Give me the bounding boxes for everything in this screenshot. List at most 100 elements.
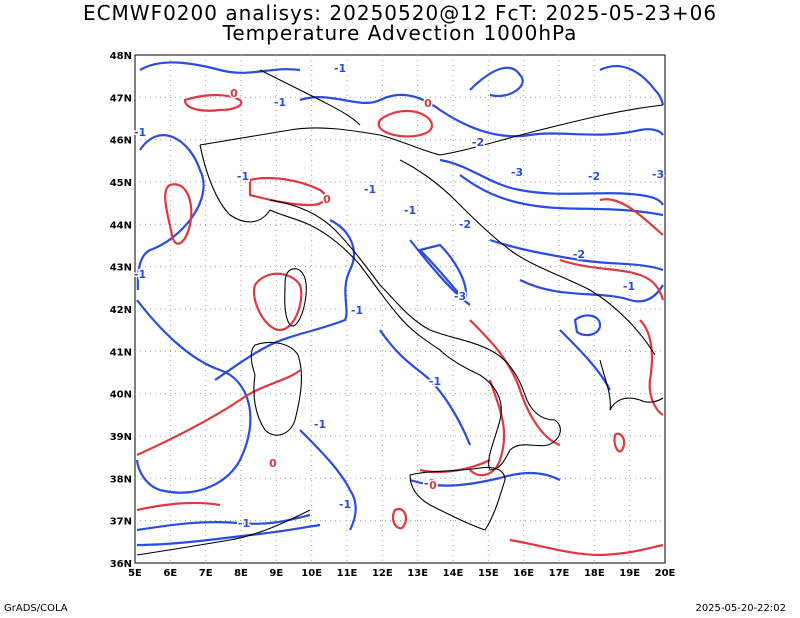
contour-negative (599, 65, 665, 106)
coastlines-borders (136, 69, 664, 556)
lon-tick-label: 8E (234, 568, 248, 579)
contour-label: -1 (238, 517, 250, 530)
lon-tick-label: 11E (337, 568, 358, 579)
contour-label: -1 (364, 183, 376, 196)
lat-tick-label: 46N (110, 136, 132, 147)
contour-label: 0 (230, 87, 238, 100)
lon-tick-label: 17E (549, 568, 570, 579)
lon-tick-label: 16E (513, 568, 534, 579)
contour-label: 0 (424, 97, 432, 110)
contour-negative (299, 93, 664, 138)
contour-label: -2 (573, 248, 585, 261)
contour-label: -1 (237, 170, 249, 183)
footer-credit: GrADS/COLA (4, 603, 68, 614)
contour-positive (164, 183, 193, 245)
italy-coast (269, 199, 561, 471)
sardinia (250, 341, 302, 436)
lon-tick-label: 15E (478, 568, 499, 579)
greece-coast (599, 359, 664, 411)
lon-tick-label: 19E (619, 568, 640, 579)
contour-negative (489, 238, 664, 272)
contour-positive (252, 272, 303, 332)
footer-timestamp: 2025-05-20-22:02 (695, 603, 786, 614)
contour-labels: -1 -1 -1 -1 -1 -2 -3 -2 -3 -1 -2 -1 -1 -1 -1 -1 -1 -1 -2 -3… (132, 61, 665, 532)
chart-subtitle: Temperature Advection 1000hPa (222, 21, 578, 45)
contour-label: -2 (459, 218, 471, 231)
contour-label: -3 (652, 168, 664, 181)
contour-negative (459, 174, 664, 217)
chart-title: ECMWF0200 analisys: 20250520@12 FcT: 202… (82, 1, 718, 25)
contour-negative (135, 299, 252, 494)
lat-tick-label: 42N (110, 305, 132, 316)
contour-label: -1 (351, 304, 363, 317)
alpine-border (199, 127, 441, 156)
contour-positive (639, 319, 664, 416)
lat-tick-label: 36N (110, 559, 132, 570)
lat-tick-label: 45N (110, 178, 132, 189)
lat-tick-label: 37N (110, 517, 132, 528)
africa-coast (136, 509, 311, 556)
axis-ticks: 5E 6E 7E 8E 9E 10E 11E 12E 13E 14E 15E 16E 17E 18E 19E… (110, 51, 676, 579)
contour-positive (509, 538, 664, 557)
contour-label: -2 (472, 136, 484, 149)
contour-label: -1 (424, 477, 436, 490)
contour-negative (409, 239, 471, 306)
lon-tick-label: 6E (163, 568, 177, 579)
contour-label: -1 (334, 62, 346, 75)
contour-negative (139, 61, 301, 74)
lat-tick-label: 47N (110, 93, 132, 104)
contour-label: -1 (274, 96, 286, 109)
lon-tick-label: 14E (443, 568, 464, 579)
contour-label: -2 (588, 170, 600, 183)
contour-positive (469, 379, 506, 477)
contour-negative (519, 279, 664, 303)
contour-positive (136, 501, 221, 512)
lat-tick-label: 41N (110, 347, 132, 358)
french-border (199, 144, 271, 223)
lat-tick-label: 40N (110, 390, 132, 401)
contour-positive (136, 369, 301, 457)
contour-positive (599, 198, 664, 236)
contour-negative (136, 134, 205, 291)
contour-label: 0 (269, 457, 277, 470)
contour-label: -1 (134, 126, 146, 139)
contour-negative (469, 66, 524, 98)
corsica (284, 268, 307, 327)
contour-label: -3 (511, 166, 523, 179)
contour-positive (559, 258, 665, 301)
lon-tick-label: 18E (584, 568, 605, 579)
contour-label: -1 (134, 268, 146, 281)
contour-label: 0 (323, 193, 331, 206)
contour-label: 0 (429, 479, 437, 492)
lon-tick-label: 20E (655, 568, 676, 579)
sicily (409, 466, 506, 531)
contour-label: -3 (454, 290, 466, 303)
contour-negative (573, 314, 602, 337)
graticule (135, 55, 665, 563)
balkan-coast (399, 159, 656, 356)
contour-label: -1 (339, 498, 351, 511)
contour-label: -1 (404, 204, 416, 217)
lat-tick-label: 44N (110, 220, 132, 231)
contour-label: -1 (314, 418, 326, 431)
contour-label: -1 (623, 280, 635, 293)
contour-negative (439, 158, 664, 206)
contour-positive (469, 319, 561, 447)
lat-tick-label: 39N (110, 432, 132, 443)
contour-lines (135, 61, 665, 557)
lon-tick-label: 13E (407, 568, 428, 579)
austria-hungary-border (439, 104, 664, 156)
lon-tick-label: 12E (372, 568, 393, 579)
lon-tick-label: 7E (199, 568, 213, 579)
contour-negative (409, 471, 561, 487)
contour-positive (613, 432, 626, 453)
contour-positive (377, 109, 433, 138)
lat-tick-label: 48N (110, 51, 132, 62)
swiss-border (259, 69, 361, 126)
contour-positive (391, 507, 408, 530)
lon-tick-label: 9E (269, 568, 283, 579)
lon-tick-label: 5E (128, 568, 142, 579)
lon-tick-label: 10E (301, 568, 322, 579)
contour-label: -1 (429, 375, 441, 388)
